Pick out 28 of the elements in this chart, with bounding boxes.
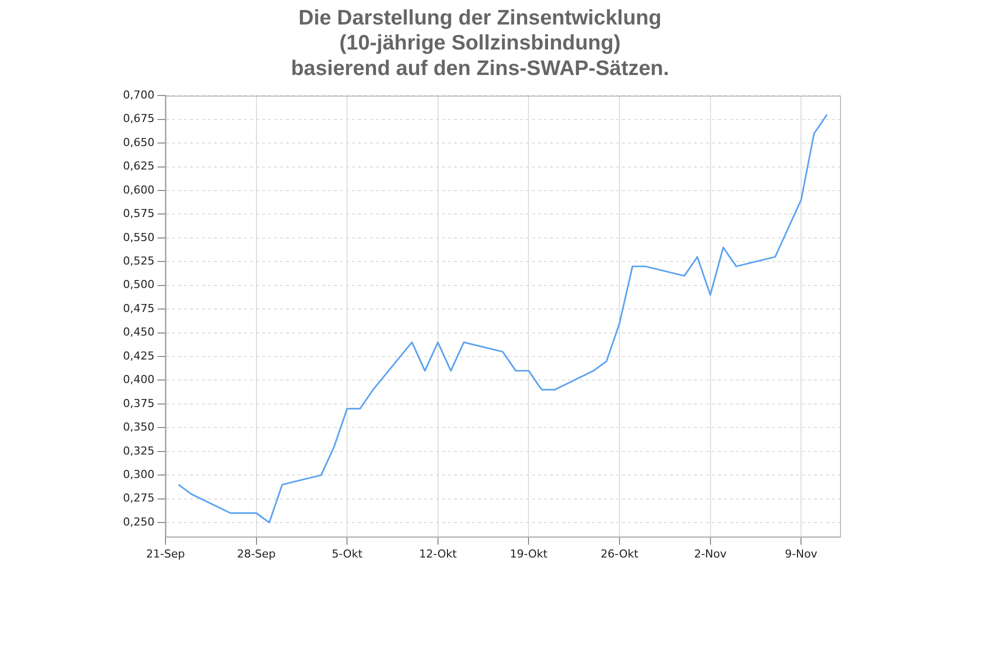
y-tick-label: 0,525 [122, 254, 154, 268]
y-tick-label: 0,575 [122, 207, 154, 220]
x-tick-label: 19-Okt [510, 547, 548, 560]
y-tick-label: 0,450 [122, 326, 154, 339]
x-tick-label: 2-Nov [694, 547, 727, 560]
y-tick-label: 0,500 [122, 278, 154, 292]
y-tick-label: 0,375 [122, 396, 154, 410]
x-tick-label: 28-Sep [236, 547, 276, 560]
y-tick-label: 0,675 [122, 112, 154, 126]
x-tick-label: 5-Okt [332, 547, 364, 560]
y-tick-label: 0,475 [122, 302, 154, 315]
y-tick-label: 0,650 [122, 136, 154, 149]
y-tick-label: 0,250 [122, 515, 154, 528]
y-tick-label: 0,550 [122, 230, 154, 244]
y-tick-label: 0,700 [122, 88, 154, 102]
y-tick-label: 0,275 [122, 492, 154, 505]
y-tick-label: 0,300 [122, 468, 154, 481]
x-tick-label: 12-Okt [419, 547, 458, 560]
y-tick-label: 0,625 [122, 160, 154, 173]
y-tick-label: 0,600 [122, 183, 154, 196]
y-tick-label: 0,425 [122, 349, 154, 362]
x-tick-label: 9-Nov [784, 547, 818, 560]
y-tick-label: 0,325 [122, 444, 154, 458]
chart-title: Die Darstellung der Zinsentwicklung (10-jährige Sollzinsbindung) basierend auf den Zins-SWAP-Sätzen. [290, 6, 670, 80]
x-tick-label: 21-Sep [146, 547, 185, 560]
y-tick-label: 0,350 [122, 420, 154, 434]
x-tick-label: 26-Okt [600, 547, 639, 560]
y-tick-label: 0,400 [122, 373, 154, 386]
